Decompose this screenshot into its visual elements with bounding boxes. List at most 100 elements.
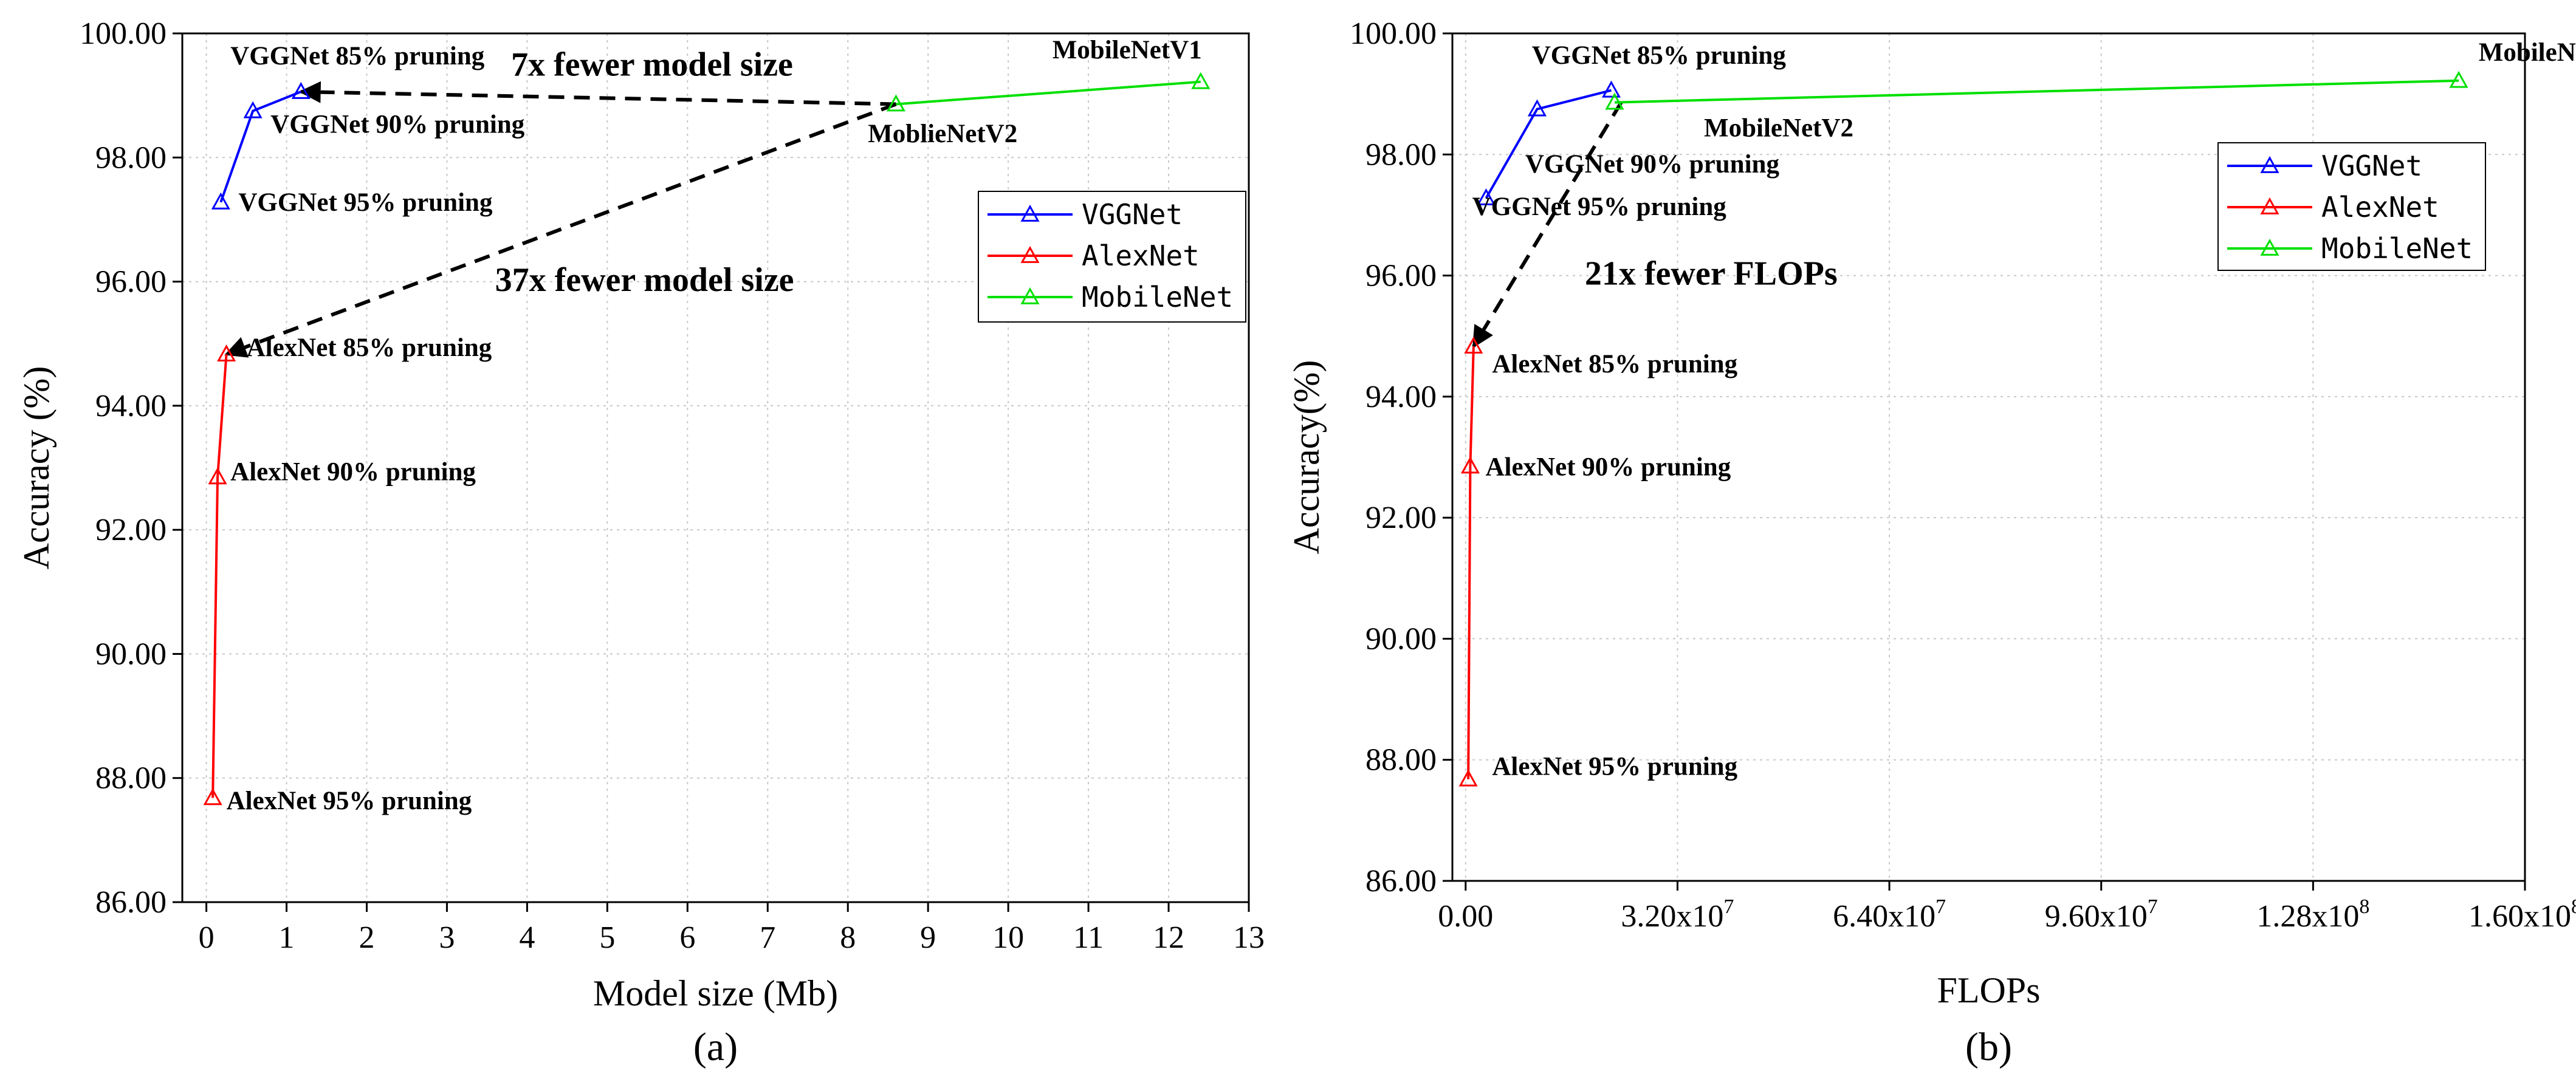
series-line-mobilenet xyxy=(1614,79,2459,104)
x-tick-label-base: 0.00 xyxy=(1438,899,1493,934)
series-line-alexnet xyxy=(1467,346,1475,779)
series-line-vggnet xyxy=(1485,89,1612,199)
x-tick-label-exponent: 8 xyxy=(2571,895,2576,918)
data-point-vggnet xyxy=(291,81,311,99)
legend-swatch-marker xyxy=(1020,204,1040,222)
x-tick-label-base: 6.40x10 xyxy=(1833,899,1935,934)
legend-label: VGGNet xyxy=(1082,198,1183,231)
series-alexnet xyxy=(203,344,236,806)
y-tick-label: 92.00 xyxy=(1365,501,1437,535)
y-tick-label: 94.00 xyxy=(95,389,167,423)
point-annotation: AlexNet 85% pruning xyxy=(1492,350,1737,378)
y-tick-label: 88.00 xyxy=(95,761,167,796)
x-tick-label: 0 xyxy=(199,920,215,955)
x-tick-label: 9 xyxy=(920,920,936,955)
legend-swatch-marker xyxy=(2260,238,2279,256)
data-point-alexnet xyxy=(1458,769,1478,787)
point-annotation: VGGNet 90% pruning xyxy=(1525,150,1780,179)
x-tick-label: 0.00 xyxy=(1438,899,1493,934)
data-point-alexnet xyxy=(1460,456,1480,474)
x-tick-label: 3.20x107 xyxy=(1621,895,1734,934)
point-annotation: VGGNet 90% pruning xyxy=(270,110,525,139)
x-tick-label: 8 xyxy=(840,920,856,955)
panel-label: (b) xyxy=(1965,1025,2012,1069)
x-tick-label: 3 xyxy=(439,920,455,955)
point-annotation: AlexNet 95% pruning xyxy=(1492,753,1737,781)
y-tick-label: 94.00 xyxy=(1365,380,1437,414)
legend: VGGNet AlexNet MobileNet xyxy=(978,191,1246,323)
annotation-arrow xyxy=(298,81,896,106)
data-point-alexnet xyxy=(1464,337,1483,354)
point-annotation: VGGNet 85% pruning xyxy=(1532,41,1787,70)
y-tick-label: 100.00 xyxy=(80,16,167,51)
legend-label: VGGNet xyxy=(2321,149,2422,182)
grid-lines xyxy=(182,33,1249,903)
x-tick-label-base: 1.28x10 xyxy=(2256,899,2359,934)
data-point-mobilenet xyxy=(2449,70,2468,88)
x-tick-label-exponent: 7 xyxy=(1935,895,1946,918)
data-point-mobilenet xyxy=(1605,92,1624,110)
x-tick-label: 10 xyxy=(992,920,1024,955)
x-tick-label: 7 xyxy=(760,920,775,955)
x-tick-label: 2 xyxy=(359,920,374,955)
x-tick-label: 12 xyxy=(1153,920,1184,955)
legend-swatch-marker xyxy=(1020,245,1040,263)
panel-label: (a) xyxy=(693,1025,738,1069)
y-tick-label: 90.00 xyxy=(1365,621,1437,656)
y-tick-label: 98.00 xyxy=(95,140,167,175)
y-tick-label: 88.00 xyxy=(1365,743,1437,778)
x-tick-label: 1 xyxy=(279,920,295,955)
legend-label: AlexNet xyxy=(2321,191,2439,224)
legend-label: AlexNet xyxy=(1082,239,1200,272)
callout-label: 37x fewer model size xyxy=(495,261,794,299)
x-tick-label-exponent: 8 xyxy=(2359,895,2369,918)
data-point-alexnet xyxy=(208,467,227,485)
point-annotation: AlexNet 95% pruning xyxy=(227,787,472,815)
point-annotation: MobileNetV2 xyxy=(1704,114,1853,142)
x-tick-label: 5 xyxy=(599,920,615,955)
data-point-mobilenet xyxy=(1191,72,1211,89)
data-point-alexnet xyxy=(217,344,236,361)
x-tick-label: 13 xyxy=(1233,920,1265,955)
point-annotation: AlexNet 85% pruning xyxy=(247,334,492,362)
series-mobilenet xyxy=(1605,70,2468,110)
y-tick-label: 86.00 xyxy=(1365,864,1437,898)
series-vggnet xyxy=(211,81,311,210)
legend-label: MobileNet xyxy=(1082,281,1233,313)
y-axis-title: Accuracy (%) xyxy=(16,366,57,570)
y-tick-label: 98.00 xyxy=(1365,137,1437,172)
y-tick-label: 92.00 xyxy=(95,513,167,547)
x-tick-label: 11 xyxy=(1073,920,1104,955)
point-annotation: VGGNet 85% pruning xyxy=(230,42,485,70)
series-line-vggnet xyxy=(219,91,302,203)
data-point-vggnet xyxy=(211,192,230,210)
y-axis-title: Accuracy(%) xyxy=(1286,360,1327,555)
series-alexnet xyxy=(1458,337,1483,787)
callout-label: 21x fewer FLOPs xyxy=(1585,255,1838,293)
point-annotation: MobileNetV1 xyxy=(2479,38,2576,67)
x-tick-label: 1.28x108 xyxy=(2256,895,2369,934)
y-tick-label: 96.00 xyxy=(95,265,167,299)
x-tick-label: 4 xyxy=(519,920,535,955)
annotation-arrow xyxy=(224,102,897,358)
plot-frame xyxy=(1451,32,2526,882)
x-axis-title: Model size (Mb) xyxy=(593,973,838,1013)
x-tick-label-exponent: 7 xyxy=(2148,895,2158,918)
x-tick-label: 6.40x107 xyxy=(1833,895,1946,934)
series-mobilenet xyxy=(886,72,1211,112)
plot-frame xyxy=(181,32,1250,903)
data-point-vggnet xyxy=(1601,80,1621,98)
legend-label: MobileNet xyxy=(2321,232,2473,265)
legend-swatch-marker xyxy=(1020,287,1040,304)
data-point-alexnet xyxy=(203,788,222,806)
x-axis-title: FLOPs xyxy=(1937,970,2040,1010)
point-annotation: VGGNet 95% pruning xyxy=(238,188,493,217)
point-annotation: AlexNet 90% pruning xyxy=(230,457,476,486)
y-tick-label: 100.00 xyxy=(1350,16,1437,51)
series-vggnet xyxy=(1477,80,1621,205)
legend-swatch-marker xyxy=(2260,197,2279,214)
y-tick-label: 96.00 xyxy=(1365,259,1437,293)
